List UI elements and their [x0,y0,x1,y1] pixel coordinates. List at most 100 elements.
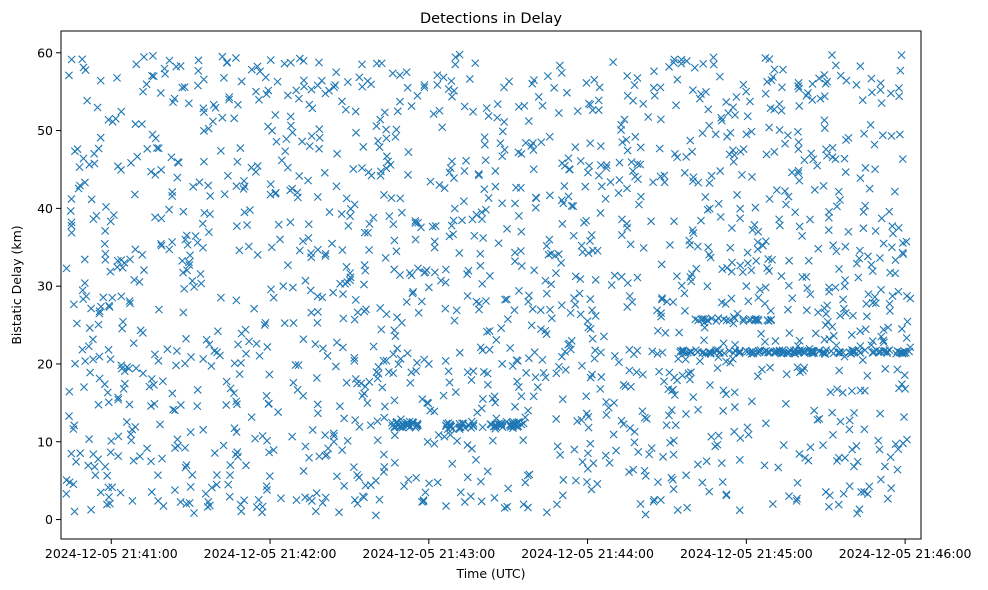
data-point [471,59,480,68]
data-point [528,139,537,148]
data-point [476,261,485,270]
data-point [631,132,640,141]
data-point [499,83,508,92]
data-point [69,425,78,434]
data-point [100,380,109,389]
data-point [441,278,450,287]
data-point [92,211,101,220]
data-point [711,130,720,139]
data-point [517,262,526,270]
data-point [831,61,840,70]
data-point [693,460,702,469]
data-point [559,199,568,208]
data-point [633,160,642,169]
data-point [423,398,432,407]
data-point [198,219,207,228]
data-point [888,292,897,301]
data-point [733,190,742,199]
data-point [480,133,489,142]
data-point [542,289,551,298]
data-point [269,446,278,455]
data-point [730,427,739,436]
data-point [519,436,528,445]
data-point [336,279,345,288]
data-point [871,165,880,174]
data-point [876,475,885,484]
data-point [506,344,515,352]
data-point [754,346,763,355]
data-point [876,86,885,94]
data-point [247,413,256,422]
data-point [384,367,393,376]
data-point [497,421,506,430]
data-point [718,478,727,486]
data-point [128,425,137,434]
data-point [405,269,414,277]
data-point [329,437,338,446]
data-point [672,101,681,110]
data-point [362,305,370,314]
data-point [854,273,863,282]
x-tick-label: 2024-12-05 21:41:00 [45,546,178,561]
data-point [766,306,775,315]
data-point [869,348,877,357]
data-point [679,346,688,355]
data-point [357,60,366,69]
data-point [89,450,98,459]
data-point [158,377,167,386]
data-point [391,132,400,141]
data-point [775,221,784,230]
data-point [344,221,353,230]
data-point [865,482,874,491]
data-point [311,507,320,516]
data-point [430,237,439,246]
data-point [537,138,546,147]
data-point [300,82,309,91]
x-tick-label: 2024-12-05 21:46:00 [839,546,972,561]
data-point [893,365,902,374]
data-point [390,396,399,405]
data-point [536,306,545,315]
data-point [900,371,909,380]
data-point [860,386,869,395]
data-point [754,315,762,324]
data-point [660,377,669,386]
data-point [374,362,383,371]
data-point [80,255,89,264]
data-point [844,133,853,142]
data-point [897,324,906,333]
data-point [129,456,138,465]
data-point [841,242,850,251]
data-point [338,446,347,455]
data-point [113,73,122,82]
data-point [601,194,610,203]
data-point [669,58,678,67]
data-point [861,201,870,210]
data-point [273,77,282,86]
data-point [72,457,81,466]
data-point [418,395,427,404]
data-point [475,299,484,308]
data-point [500,145,509,154]
data-point [808,95,817,104]
data-point [665,240,674,249]
data-point [274,220,283,229]
data-point [742,87,751,96]
data-point [761,54,770,62]
data-point [823,151,832,160]
data-point [116,488,125,497]
data-point [826,388,835,397]
data-point [449,230,458,239]
data-point [109,211,118,220]
data-point [585,161,594,170]
data-point [705,178,714,187]
data-point [787,168,796,177]
data-point [307,308,316,317]
data-point [114,393,123,402]
data-point [79,295,88,304]
data-point [450,204,459,213]
data-point [691,315,700,324]
data-point [425,479,434,488]
data-point [478,423,487,432]
data-point [887,484,896,493]
